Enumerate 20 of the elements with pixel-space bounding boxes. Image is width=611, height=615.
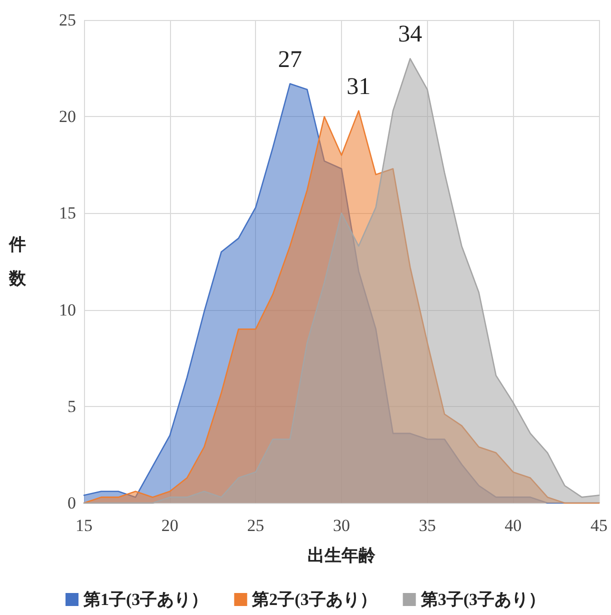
y-tick-label: 20 <box>59 107 76 126</box>
annotation: 27 <box>278 46 302 73</box>
y-axis-title: 件数 <box>8 235 27 288</box>
legend-label: 第2子(3子あり） <box>251 590 377 609</box>
x-tick-label: 35 <box>418 516 436 535</box>
y-tick-label: 15 <box>59 204 76 223</box>
y-tick-label: 25 <box>59 10 76 30</box>
y-tick-label: 10 <box>59 300 76 320</box>
x-tick-label: 20 <box>161 516 178 535</box>
annotation: 34 <box>398 22 422 48</box>
x-tick-label: 25 <box>247 516 264 535</box>
y-tick-label: 0 <box>68 494 76 512</box>
x-tick-label: 45 <box>590 516 608 535</box>
y-tick-label: 5 <box>68 396 76 416</box>
legend-label: 第3子(3子あり） <box>420 590 546 609</box>
legend-label: 第1子(3子あり） <box>82 590 208 609</box>
annotation: 31 <box>346 74 371 100</box>
x-tick-label: 30 <box>333 516 350 535</box>
x-tick-label: 40 <box>504 516 522 535</box>
x-axis-title: 出生年齢 <box>308 546 376 565</box>
